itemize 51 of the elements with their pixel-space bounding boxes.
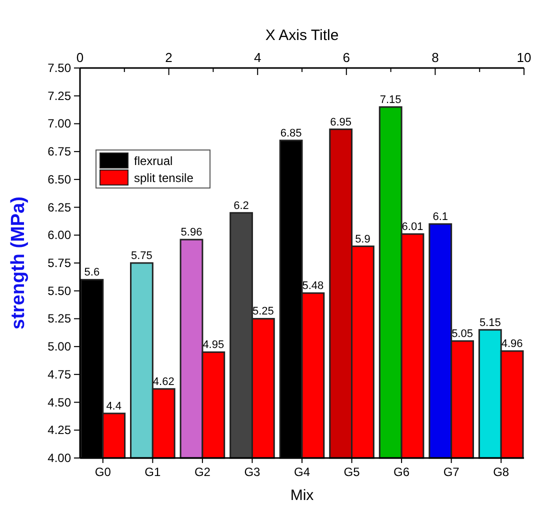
x2-tick-label: 8 (432, 50, 439, 65)
data-label: 6.01 (402, 221, 424, 234)
data-label: 6.2 (234, 200, 249, 212)
y-tick-label: 6.75 (48, 144, 72, 159)
x-tick-label: G2 (194, 465, 211, 479)
x-tick-label: G0 (94, 465, 112, 479)
legend-label: flexrual (134, 154, 173, 168)
data-label: 5.96 (180, 226, 202, 239)
data-label: 7.15 (380, 94, 402, 106)
y-tick-label: 5.25 (48, 312, 72, 326)
x-tick-label: G3 (244, 465, 261, 479)
data-label: 4.4 (106, 400, 122, 412)
y-tick-label: 7.00 (48, 116, 72, 131)
y-tick-label: 4.25 (48, 423, 72, 438)
y-tick-label: 6.50 (48, 172, 72, 186)
y-tick-label: 6.00 (48, 228, 72, 242)
y-tick-label: 5.50 (48, 284, 72, 298)
y-tick-label: 4.50 (48, 395, 72, 410)
x-tick-label: G1 (144, 465, 161, 479)
y-tick-label: 5.75 (48, 256, 72, 270)
data-label: 5.48 (302, 280, 324, 292)
data-label: 5.9 (355, 233, 370, 246)
y-tick-label: 7.25 (48, 88, 72, 103)
x-tick-label: G8 (493, 465, 510, 479)
x-tick-label: G5 (344, 465, 360, 479)
x2-tick-label: 0 (76, 50, 84, 65)
data-label: 5.25 (252, 306, 274, 318)
x2-axis-title: X Axis Title (265, 27, 339, 44)
y-tick-label: 6.25 (48, 200, 72, 214)
x-tick-label: G4 (294, 465, 310, 479)
data-label: 5.6 (84, 266, 100, 279)
data-label: 6.85 (280, 127, 302, 140)
y-axis-title: strength (MPa) (8, 196, 29, 330)
data-label: 5.15 (479, 316, 501, 329)
data-label: 6.95 (330, 116, 352, 128)
x-tick-label: G6 (394, 465, 410, 479)
y-tick-label: 5.00 (48, 340, 72, 354)
y-tick-label: 7.50 (48, 61, 72, 75)
x2-tick-label: 4 (254, 50, 262, 65)
data-label: 5.75 (131, 250, 152, 262)
x2-tick-label: 6 (342, 50, 350, 65)
x-tick-label: G7 (443, 465, 460, 479)
x-axis-title: Mix (290, 487, 314, 504)
x2-tick-label: 2 (165, 50, 172, 65)
legend-label: split tensile (134, 171, 194, 185)
data-label: 5.05 (452, 328, 473, 340)
y-tick-label: 4.75 (48, 367, 72, 382)
y-tick-label: 4.00 (48, 451, 72, 465)
data-label: 6.1 (432, 211, 448, 223)
x2-tick-label: 10 (516, 50, 532, 65)
data-label: 4.95 (202, 339, 224, 352)
